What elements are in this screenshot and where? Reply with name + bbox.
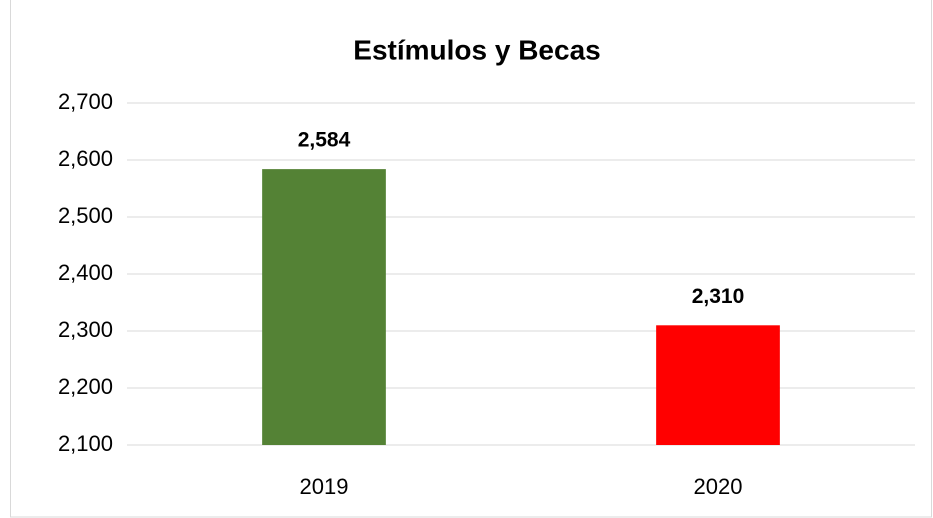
x-tick-label: 2019 xyxy=(300,474,349,499)
bar xyxy=(262,169,386,445)
y-tick-label: 2,700 xyxy=(58,89,113,114)
bar xyxy=(656,325,780,445)
chart-border xyxy=(10,0,932,518)
value-label: 2,584 xyxy=(298,129,351,152)
x-tick-label: 2020 xyxy=(694,474,743,499)
y-tick-label: 2,600 xyxy=(58,146,113,171)
y-tick-label: 2,400 xyxy=(58,260,113,285)
value-label: 2,310 xyxy=(692,285,745,308)
y-tick-label: 2,200 xyxy=(58,374,113,399)
chart-title: Estímulos y Becas xyxy=(353,34,600,65)
y-tick-label: 2,300 xyxy=(58,317,113,342)
y-tick-label: 2,100 xyxy=(58,431,113,456)
y-tick-label: 2,500 xyxy=(58,203,113,228)
